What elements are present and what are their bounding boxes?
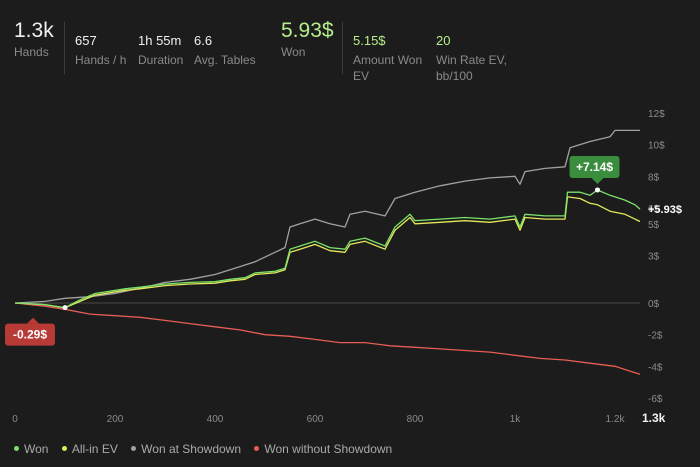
legend-label: All-in EV bbox=[71, 442, 118, 456]
y-tick-label: 12$ bbox=[648, 109, 665, 120]
x-tick-label: 800 bbox=[407, 414, 424, 425]
stat-value: 5.15$ bbox=[353, 33, 386, 48]
legend-label: Won at Showdown bbox=[141, 442, 242, 456]
stat-duration: 1h 55m Duration bbox=[138, 33, 183, 68]
stat-amount-won-ev: 5.15$ Amount Won EV bbox=[353, 33, 428, 84]
x-tick-label: 400 bbox=[207, 414, 224, 425]
legend-label: Won without Showdown bbox=[264, 442, 393, 456]
stat-won: 5.93$ Won bbox=[281, 19, 334, 60]
series-line-won bbox=[14, 189, 641, 309]
stat-divider bbox=[342, 22, 343, 74]
y-tick-label: 0$ bbox=[648, 299, 660, 310]
end-value-label: +5.93$ bbox=[648, 204, 682, 216]
y-tick-label: 3$ bbox=[648, 252, 660, 263]
stat-win-rate-ev: 20 Win Rate EV, bb/100 bbox=[436, 33, 511, 84]
legend-dot-icon bbox=[254, 446, 260, 452]
x-tick-label: 600 bbox=[307, 414, 324, 425]
stats-bar: 1.3k Hands 657 Hands / h 1h 55m Duration… bbox=[0, 0, 700, 90]
y-tick-label: 8$ bbox=[648, 172, 660, 183]
y-tick-label: 6$ bbox=[648, 204, 660, 215]
legend-item-won[interactable]: Won bbox=[14, 442, 48, 456]
marker-label-box bbox=[569, 155, 620, 178]
series-line-won-at-showdown bbox=[14, 129, 640, 304]
stat-label: Win Rate EV, bb/100 bbox=[436, 53, 507, 83]
x-tick-label: 200 bbox=[107, 414, 124, 425]
x-tick-label: 1k bbox=[510, 414, 522, 425]
x-tick-label: 0 bbox=[12, 414, 18, 425]
stat-label: Hands / h bbox=[75, 53, 127, 67]
stat-label: Hands bbox=[14, 45, 49, 59]
chart-legend: Won All-in EV Won at Showdown Won withou… bbox=[14, 442, 402, 456]
y-tick-label: -2$ bbox=[648, 331, 663, 342]
stat-value: 657 bbox=[75, 33, 97, 48]
stat-value: 1.3k bbox=[14, 19, 54, 42]
legend-dot-icon bbox=[131, 446, 137, 452]
series-line-won-without-showdown bbox=[14, 302, 641, 375]
stat-avg-tables: 6.6 Avg. Tables bbox=[194, 33, 256, 68]
legend-item-all-in-ev[interactable]: All-in EV bbox=[61, 442, 118, 456]
marker-dot bbox=[62, 305, 68, 311]
marker-label-box bbox=[5, 323, 55, 346]
marker-pointer bbox=[27, 317, 39, 324]
marker-label: +7.14$ bbox=[576, 160, 613, 174]
x-tick-label: 1.3k bbox=[642, 411, 666, 425]
x-tick-label: 1.2k bbox=[606, 414, 626, 425]
stat-value: 1h 55m bbox=[138, 33, 182, 48]
stat-value: 6.6 bbox=[194, 33, 213, 48]
y-tick-label: -6$ bbox=[648, 394, 663, 405]
marker-dot bbox=[595, 187, 600, 193]
y-tick-label: 10$ bbox=[648, 141, 665, 152]
legend-item-won-without-showdown[interactable]: Won without Showdown bbox=[254, 442, 392, 456]
stat-label: Duration bbox=[138, 53, 184, 67]
legend-dot-icon bbox=[61, 446, 67, 452]
legend-item-won-at-showdown[interactable]: Won at Showdown bbox=[131, 442, 241, 456]
stat-label: Won bbox=[281, 45, 306, 59]
marker-label: -0.29$ bbox=[13, 328, 47, 342]
y-tick-label: -4$ bbox=[648, 362, 663, 373]
stat-divider bbox=[64, 22, 65, 74]
stat-hands: 1.3k Hands bbox=[14, 19, 54, 60]
marker-pointer bbox=[591, 177, 604, 184]
stat-value: 20 bbox=[436, 33, 451, 48]
legend-label: Won bbox=[24, 442, 49, 456]
y-tick-label: 5$ bbox=[648, 220, 660, 231]
stat-value: 5.93$ bbox=[281, 19, 334, 42]
stat-hands-per-hour: 657 Hands / h bbox=[75, 33, 126, 68]
stat-label: Amount Won EV bbox=[353, 53, 423, 83]
legend-dot-icon bbox=[14, 446, 19, 452]
stat-label: Avg. Tables bbox=[194, 53, 256, 67]
